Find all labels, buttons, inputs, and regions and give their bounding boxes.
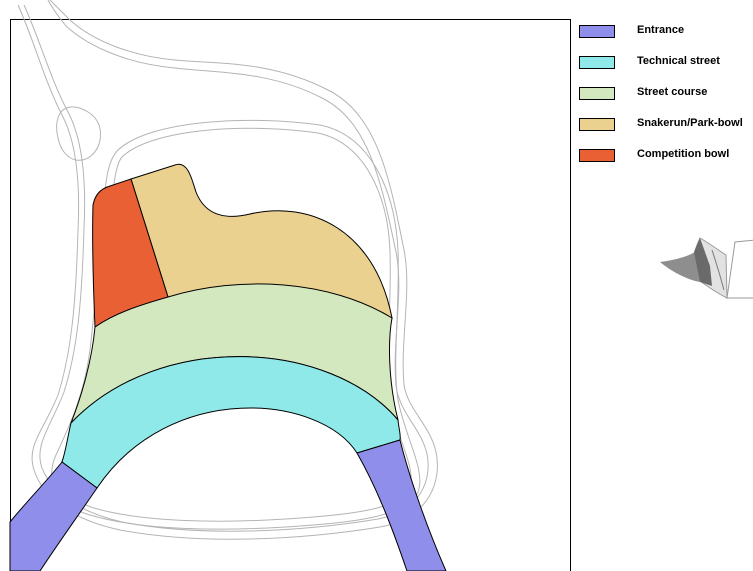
legend-swatch-snakerun-park-bowl [579,118,615,131]
triangle-island [56,106,101,161]
zone-competition-bowl [92,178,169,328]
legend-label-competition-bowl: Competition bowl [637,148,730,160]
legend-item-technical-street: Technical street [579,53,749,84]
legend: Entrance Technical street Street course … [579,22,749,177]
legend-label-snakerun-park-bowl: Snakerun/Park-bowl [637,117,743,129]
park-zones [9,163,447,571]
legend-label-technical-street: Technical street [637,55,720,67]
site-location-thumbnail-icon [660,237,753,299]
legend-item-street-course: Street course [579,84,749,115]
legend-item-entrance: Entrance [579,22,749,53]
zone-snakerun-park-bowl [130,163,393,320]
legend-swatch-competition-bowl [579,149,615,162]
zone-entrance-right [356,439,447,571]
legend-label-entrance: Entrance [637,24,685,36]
legend-item-competition-bowl: Competition bowl [579,146,749,177]
legend-item-snakerun-park-bowl: Snakerun/Park-bowl [579,115,749,146]
zone-entrance-left [9,461,98,571]
legend-swatch-entrance [579,25,615,38]
plan-frame [10,19,571,571]
legend-swatch-street-course [579,87,615,100]
oval-path [51,119,421,530]
legend-swatch-technical-street [579,56,615,69]
legend-label-street-course: Street course [637,86,708,98]
